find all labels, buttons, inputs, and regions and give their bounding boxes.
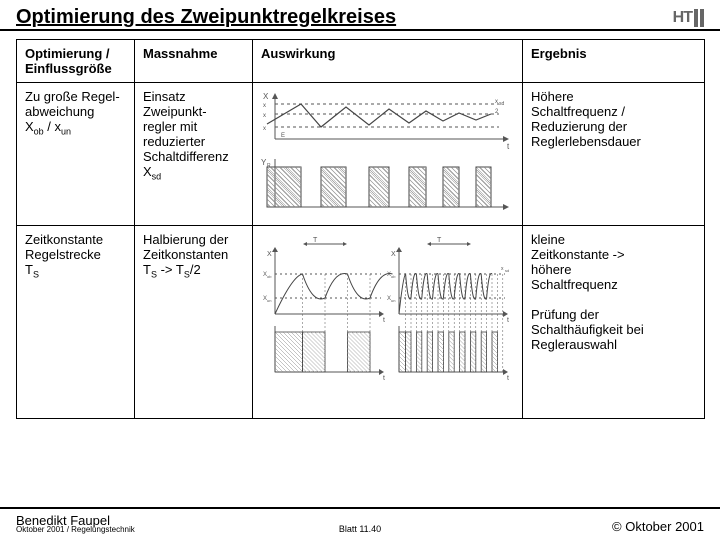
svg-text:E: E [281, 133, 285, 139]
svg-text:sd: sd [505, 268, 509, 273]
th-0: Optimierung / Einflussgröße [17, 40, 135, 83]
svg-text:x: x [501, 266, 504, 272]
svg-text:T: T [437, 237, 442, 244]
footer-subline: Oktober 2001 / Regelungstechnik [16, 525, 135, 534]
cell-influence: ZeitkonstanteRegelstreckeTS [17, 226, 135, 419]
svg-text:t: t [507, 142, 510, 151]
svg-text:T: T [313, 237, 318, 244]
cell-measure: EinsatzZweipunkt-regler mitreduzierterSc… [135, 83, 253, 226]
table-header-row: Optimierung / Einflussgröße Massnahme Au… [17, 40, 705, 83]
svg-text:t: t [383, 317, 385, 324]
svg-text:sd: sd [499, 101, 505, 107]
cell-diagram: Xtxxxxsd2EYR [253, 83, 523, 226]
svg-text:X: X [263, 92, 269, 101]
slide-header: Optimierung des Zweipunktregelkreises HT [0, 0, 720, 31]
svg-text:x: x [495, 99, 498, 105]
logo-text: HT [673, 9, 692, 27]
svg-text:un: un [267, 298, 271, 303]
svg-text:t: t [507, 317, 509, 324]
th-3: Ergebnis [523, 40, 705, 83]
logo: HT [673, 9, 704, 27]
svg-text:t: t [507, 375, 509, 382]
optimization-table: Optimierung / Einflussgröße Massnahme Au… [16, 39, 705, 419]
time-constant-diagram: TXtXobXuntTXtXobXunxsdt [261, 232, 515, 412]
page-title: Optimierung des Zweipunktregelkreises [16, 6, 396, 29]
cell-result: kleineZeitkonstante ->höhereSchaltfreque… [523, 226, 705, 419]
svg-text:R: R [267, 163, 271, 169]
slide-footer: Benedikt Faupel Oktober 2001 / Regelungs… [0, 507, 720, 540]
cell-influence: Zu große Regel-abweichungXob / xun [17, 83, 135, 226]
svg-text:x: x [263, 113, 266, 119]
svg-text:X: X [391, 251, 396, 258]
oscillation-diagram: Xtxxxxsd2EYR [261, 89, 515, 219]
svg-text:ob: ob [391, 274, 396, 279]
footer-date: © Oktober 2001 [612, 519, 704, 534]
svg-text:x: x [263, 126, 266, 132]
svg-text:ob: ob [267, 274, 272, 279]
th-2: Auswirkung [253, 40, 523, 83]
svg-text:X: X [267, 251, 272, 258]
logo-bar-icon [700, 9, 704, 27]
table-row: ZeitkonstanteRegelstreckeTSHalbierung de… [17, 226, 705, 419]
cell-measure: Halbierung derZeitkonstantenTS -> TS/2 [135, 226, 253, 419]
th-1: Massnahme [135, 40, 253, 83]
svg-text:t: t [383, 375, 385, 382]
cell-result: HöhereSchaltfrequenz /Reduzierung derReg… [523, 83, 705, 226]
logo-bar-icon [694, 9, 698, 27]
cell-diagram: TXtXobXuntTXtXobXunxsdt [253, 226, 523, 419]
footer-page-number: Blatt 11.40 [339, 524, 381, 534]
svg-text:un: un [391, 298, 395, 303]
footer-author-block: Benedikt Faupel Oktober 2001 / Regelungs… [16, 513, 135, 534]
svg-text:x: x [263, 103, 266, 109]
table-row: Zu große Regel-abweichungXob / xunEinsat… [17, 83, 705, 226]
